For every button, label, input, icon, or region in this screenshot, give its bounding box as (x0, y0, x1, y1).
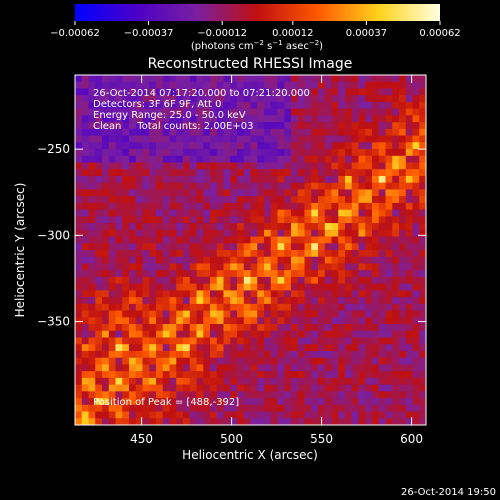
x-tick-label: 600 (400, 432, 423, 446)
colorbar-tick-label: −0.00062 (50, 28, 100, 39)
x-axis: 450 500 550 600 (130, 75, 423, 446)
x-axis-label: Heliocentric X (arcsec) (182, 448, 318, 462)
annotation-peak-position: Position of Peak = [488,-392] (93, 397, 240, 408)
y-tick-label: −350 (37, 315, 70, 329)
heatmap-image (75, 75, 426, 425)
y-tick-label: −250 (37, 142, 70, 156)
y-axis-label: Heliocentric Y (arcsec) (13, 183, 27, 318)
colorbar-ticks: −0.00062 −0.00037 −0.00012 0.00012 0.00037 0.… (50, 21, 461, 39)
colorbar-unit-label: (photons cm−2 s−1 asec−2) (191, 39, 323, 52)
colorbar-tick-label: 0.00012 (272, 28, 313, 39)
colorbar (75, 4, 440, 21)
plot-frame (74, 74, 427, 426)
annotation-detectors: Detectors: 3F 6F 9F, Att 0 (93, 99, 222, 110)
annotation-energy-range: Energy Range: 25.0 - 50.0 keV (93, 110, 246, 121)
colorbar-tick-label: −0.00037 (124, 28, 174, 39)
annotation-time-range: 26-Oct-2014 07:17:20.000 to 07:21:20.000 (93, 88, 310, 99)
colorbar-tick-label: −0.00012 (197, 28, 247, 39)
colorbar-tick-label: 0.00037 (346, 28, 387, 39)
footer-timestamp: 26-Oct-2014 19:50 (401, 487, 496, 498)
x-tick-label: 500 (220, 432, 243, 446)
x-tick-label: 450 (130, 432, 153, 446)
y-axis: −250 −300 −350 (37, 142, 426, 329)
y-tick-label: −300 (37, 228, 70, 242)
annotation-clean-counts: Clean Total counts: 2.00E+03 (93, 121, 254, 132)
x-tick-label: 550 (310, 432, 333, 446)
chart-title: Reconstructed RHESSI Image (148, 56, 353, 72)
colorbar-tick-label: 0.00062 (419, 28, 460, 39)
